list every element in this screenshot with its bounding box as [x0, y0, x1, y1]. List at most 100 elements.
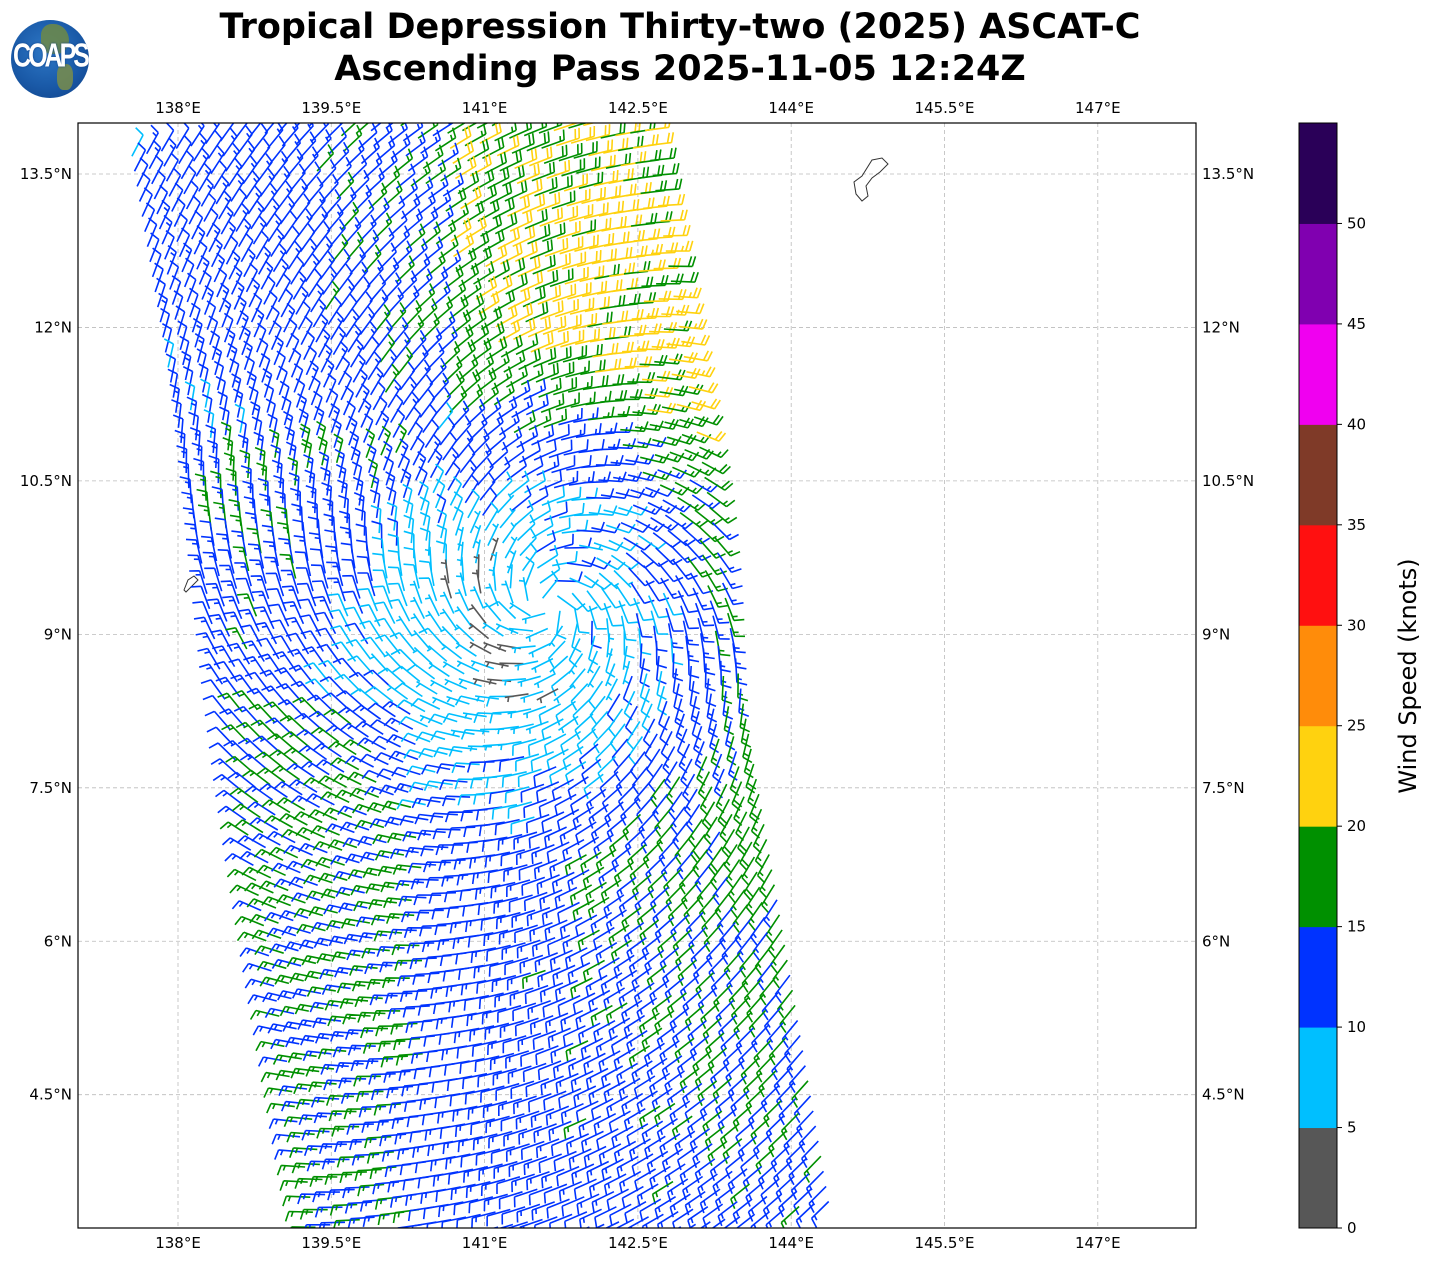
wind-barb	[379, 334, 396, 363]
wind-barb	[601, 587, 626, 609]
wind-barb	[538, 377, 562, 398]
wind-barb	[207, 130, 223, 160]
wind-barb	[640, 688, 651, 719]
wind-barb	[380, 1055, 408, 1068]
wind-barb	[385, 471, 396, 501]
wind-barb	[442, 172, 464, 197]
wind-barb	[249, 913, 279, 924]
wind-barb	[161, 323, 173, 353]
wind-barb	[464, 474, 479, 504]
wind-barb	[420, 845, 449, 857]
wind-barb	[308, 360, 319, 391]
wind-barb	[456, 660, 480, 673]
wind-barb	[202, 551, 220, 577]
wind-barb	[310, 1096, 340, 1108]
wind-barb	[319, 968, 349, 980]
wind-barb	[615, 768, 634, 797]
wind-barb	[287, 648, 312, 670]
wind-barb	[742, 733, 753, 764]
wind-barb	[368, 1073, 396, 1085]
wind-barb	[709, 1155, 731, 1181]
wind-barb	[200, 177, 214, 207]
wind-barb	[533, 347, 557, 368]
wind-barb	[402, 499, 414, 529]
wind-barb	[317, 236, 333, 265]
wind-barb	[635, 149, 662, 164]
wind-barb	[426, 645, 448, 662]
wind-barb	[417, 123, 439, 139]
wind-barb	[263, 275, 276, 305]
wind-barb	[391, 1115, 419, 1130]
wind-barb	[359, 620, 384, 642]
wind-barb	[452, 1105, 478, 1122]
wind-barb	[490, 881, 516, 899]
wind-barb	[488, 351, 510, 376]
wind-barb	[702, 1203, 724, 1228]
wind-barb	[543, 733, 567, 756]
wind-barb	[255, 1040, 285, 1052]
wind-barb	[524, 208, 548, 230]
wind-barb	[560, 1009, 584, 1032]
wind-barb	[275, 506, 289, 534]
colorbar-bin	[1299, 424, 1337, 526]
wind-barb	[477, 1070, 502, 1088]
wind-barb	[246, 527, 262, 554]
wind-barb	[521, 876, 546, 896]
wind-barb	[365, 1057, 394, 1070]
wind-barb	[196, 239, 208, 270]
wind-barb	[270, 1038, 300, 1050]
wind-barb	[379, 1133, 407, 1147]
wind-barb	[286, 956, 317, 968]
wind-barb	[502, 522, 518, 544]
wind-barb	[235, 202, 250, 232]
wind-barb	[496, 1176, 521, 1194]
wind-barb	[314, 405, 325, 436]
wind-barb	[149, 232, 160, 263]
wind-barb	[571, 219, 597, 237]
wind-barb	[267, 413, 278, 443]
wind-barb	[801, 1140, 819, 1168]
colorbar-bin	[1299, 926, 1337, 1028]
wind-barb	[628, 567, 655, 587]
wind-barb	[428, 1062, 456, 1078]
wind-barb	[294, 193, 311, 222]
wind-barb	[529, 921, 553, 942]
wind-barb	[669, 1100, 691, 1126]
wind-barb	[485, 336, 508, 361]
wind-barb	[679, 416, 709, 428]
wind-barb	[275, 797, 306, 811]
wind-barb	[355, 916, 385, 928]
wind-barb	[640, 549, 669, 567]
wind-barb	[442, 431, 458, 461]
wind-barb	[644, 123, 671, 132]
wind-barb	[444, 446, 459, 476]
wind-barb	[519, 1218, 543, 1228]
wind-barb	[511, 133, 535, 154]
wind-barb	[272, 651, 297, 673]
wind-barb	[213, 501, 227, 529]
wind-barb	[661, 1055, 683, 1081]
wind-barb	[337, 479, 348, 509]
wind-barb	[469, 1025, 495, 1042]
wind-barb	[238, 310, 249, 340]
wind-barb	[295, 285, 309, 315]
wind-barb	[566, 188, 591, 207]
wind-barb	[439, 591, 455, 614]
wind-barb	[256, 864, 286, 877]
wind-barb	[284, 1210, 313, 1222]
wind-barb	[541, 485, 565, 506]
wind-barb	[331, 141, 350, 170]
wind-barb	[257, 1056, 288, 1067]
wind-barb	[335, 690, 364, 708]
wind-barb	[472, 168, 495, 192]
wind-barb	[521, 542, 538, 572]
wind-barb	[307, 809, 338, 821]
wind-barb	[688, 665, 700, 695]
wind-barb	[219, 564, 238, 589]
wind-barb	[236, 295, 247, 325]
wind-barb	[560, 1102, 584, 1124]
wind-barb	[297, 208, 313, 237]
wind-barb	[454, 778, 483, 790]
wind-barb	[480, 1085, 505, 1103]
wind-barb	[597, 756, 616, 783]
